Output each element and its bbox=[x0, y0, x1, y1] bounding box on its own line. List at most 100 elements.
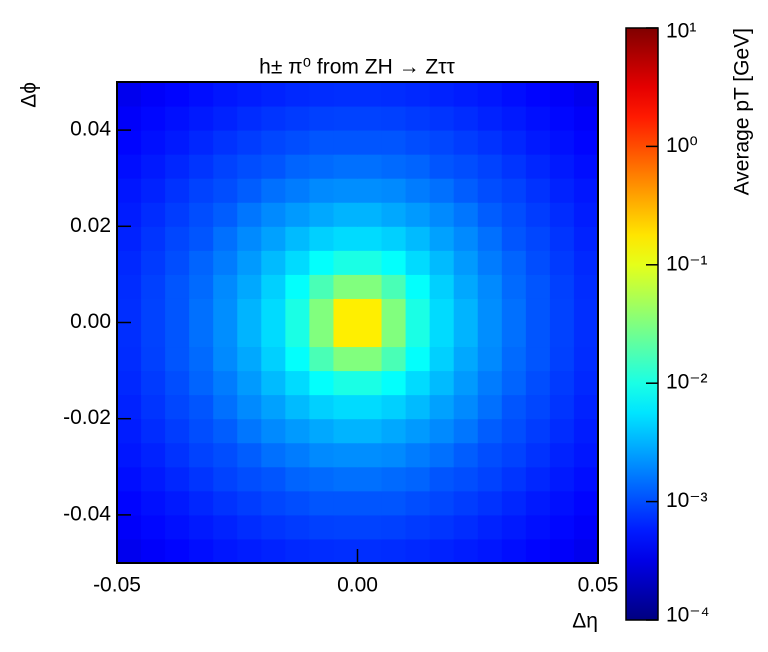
heatmap-cell bbox=[549, 322, 575, 348]
heatmap-cell bbox=[333, 538, 358, 564]
heatmap-cell bbox=[333, 106, 358, 131]
heatmap-cell bbox=[453, 298, 479, 323]
heatmap-cell bbox=[525, 442, 551, 468]
heatmap-cell bbox=[189, 178, 214, 203]
heatmap-cell bbox=[237, 490, 262, 516]
heatmap-cell bbox=[477, 250, 503, 275]
heatmap-cell bbox=[213, 418, 238, 444]
heatmap-cell bbox=[477, 538, 503, 564]
heatmap-cell bbox=[357, 394, 383, 420]
y-tick-label: 0.02 bbox=[70, 214, 111, 237]
heatmap-cell bbox=[141, 394, 166, 420]
heatmap-cell bbox=[141, 538, 166, 564]
heatmap-cell bbox=[285, 106, 310, 131]
heatmap-cell bbox=[573, 202, 599, 227]
heatmap-cell bbox=[237, 418, 262, 444]
heatmap-cell bbox=[213, 274, 238, 299]
heatmap-cell bbox=[309, 514, 334, 540]
heatmap-cell bbox=[141, 202, 166, 227]
heatmap-cell bbox=[405, 130, 431, 155]
heatmap-cell bbox=[333, 346, 358, 372]
heatmap-cell bbox=[213, 466, 238, 492]
heatmap-cell bbox=[309, 226, 334, 251]
heatmap-cell bbox=[405, 154, 431, 179]
heatmap-cell bbox=[237, 250, 262, 275]
heatmap-cell bbox=[501, 394, 527, 420]
heatmap-cell bbox=[573, 490, 599, 516]
heatmap-cell bbox=[525, 514, 551, 540]
heatmap-cell bbox=[525, 154, 551, 179]
heatmap-cell bbox=[501, 130, 527, 155]
heatmap-cell bbox=[549, 82, 575, 107]
heatmap-cell bbox=[405, 226, 431, 251]
heatmap-cell bbox=[237, 442, 262, 468]
heatmap-cell bbox=[261, 298, 286, 323]
heatmap-cell bbox=[117, 418, 142, 444]
heatmap-cell bbox=[429, 178, 455, 203]
heatmap-cell bbox=[261, 322, 286, 348]
heatmap-cell bbox=[381, 178, 407, 203]
heatmap-cell bbox=[429, 394, 455, 420]
heatmap-cell bbox=[429, 106, 455, 131]
heatmap-cell bbox=[237, 274, 262, 299]
heatmap-cell bbox=[165, 466, 190, 492]
heatmap-cell bbox=[453, 538, 479, 564]
heatmap-cell bbox=[261, 538, 286, 564]
heatmap-cell bbox=[357, 418, 383, 444]
heatmap bbox=[117, 82, 599, 564]
heatmap-cell bbox=[117, 514, 142, 540]
heatmap-cell bbox=[405, 322, 431, 348]
heatmap-cell bbox=[237, 346, 262, 372]
heatmap-cell bbox=[501, 274, 527, 299]
heatmap-cell bbox=[357, 250, 383, 275]
heatmap-cell bbox=[285, 274, 310, 299]
heatmap-cell bbox=[141, 130, 166, 155]
heatmap-cell bbox=[405, 490, 431, 516]
heatmap-cell bbox=[333, 490, 358, 516]
heatmap-cell bbox=[357, 538, 383, 564]
heatmap-cell bbox=[213, 82, 238, 107]
heatmap-cell bbox=[573, 370, 599, 396]
heatmap-cell bbox=[501, 442, 527, 468]
heatmap-cell bbox=[189, 322, 214, 348]
heatmap-cell bbox=[477, 346, 503, 372]
heatmap-cell bbox=[237, 322, 262, 348]
heatmap-cell bbox=[525, 490, 551, 516]
heatmap-cell bbox=[309, 346, 334, 372]
heatmap-cell bbox=[501, 418, 527, 444]
heatmap-cell bbox=[525, 178, 551, 203]
heatmap-cell bbox=[477, 370, 503, 396]
heatmap-cell bbox=[357, 106, 383, 131]
heatmap-cell bbox=[285, 178, 310, 203]
heatmap-cell bbox=[453, 82, 479, 107]
colorbar-tick-label: 10⁻² bbox=[666, 371, 707, 394]
heatmap-cell bbox=[429, 274, 455, 299]
heatmap-cell bbox=[261, 490, 286, 516]
heatmap-cell bbox=[189, 298, 214, 323]
heatmap-cell bbox=[477, 82, 503, 107]
heatmap-cell bbox=[141, 442, 166, 468]
heatmap-cell bbox=[429, 322, 455, 348]
heatmap-cell bbox=[357, 298, 383, 323]
heatmap-cell bbox=[189, 82, 214, 107]
heatmap-cell bbox=[117, 106, 142, 131]
heatmap-cell bbox=[117, 250, 142, 275]
heatmap-cell bbox=[333, 370, 358, 396]
heatmap-cell bbox=[285, 538, 310, 564]
colorbar-tick-label: 10⁰ bbox=[666, 134, 698, 157]
heatmap-cell bbox=[549, 154, 575, 179]
heatmap-cell bbox=[573, 514, 599, 540]
heatmap-cell bbox=[549, 418, 575, 444]
heatmap-cell bbox=[477, 274, 503, 299]
heatmap-cell bbox=[549, 106, 575, 131]
x-axis-label: Δη bbox=[572, 610, 598, 633]
heatmap-cell bbox=[453, 250, 479, 275]
heatmap-cell bbox=[141, 298, 166, 323]
colorbar-tick-label: 10⁻³ bbox=[666, 489, 707, 512]
heatmap-cell bbox=[333, 394, 358, 420]
heatmap-cell bbox=[261, 466, 286, 492]
heatmap-cell bbox=[453, 514, 479, 540]
heatmap-cell bbox=[501, 490, 527, 516]
heatmap-cell bbox=[381, 442, 407, 468]
heatmap-cell bbox=[141, 370, 166, 396]
